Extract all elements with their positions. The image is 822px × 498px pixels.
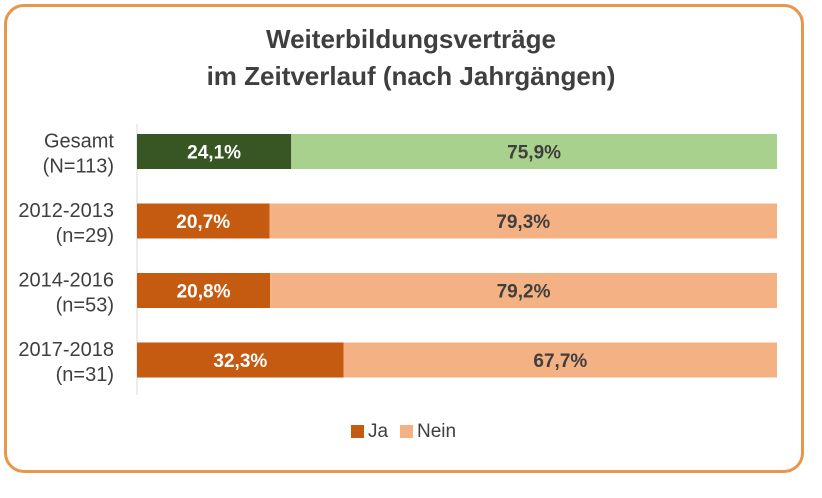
data-label: 20,7% (176, 212, 230, 233)
bar-nein (343, 342, 777, 378)
data-label: 79,2% (497, 282, 551, 303)
legend-swatch-nein (400, 425, 413, 438)
category-label: 2012-2013 (n=29) (18, 200, 114, 247)
bar-ja (137, 273, 271, 308)
bar-nein (269, 203, 777, 239)
data-label: 32,3% (213, 351, 267, 372)
data-label: 67,7% (533, 351, 587, 372)
bar-nein (270, 273, 777, 308)
data-label: 24,1% (187, 143, 241, 164)
category-label: 2017-2018 (n=31) (18, 339, 114, 386)
bar-ja (137, 134, 292, 169)
data-label: 20,8% (177, 282, 231, 303)
data-label: 75,9% (507, 143, 561, 164)
bar-nein (291, 134, 777, 169)
category-label: Gesamt (N=113) (43, 131, 115, 178)
bar-ja (137, 203, 270, 239)
legend-swatch-ja (351, 425, 364, 438)
category-label: 2014-2016 (n=53) (18, 270, 114, 317)
chart-title-line-1: Weiterbildungsverträge (266, 24, 556, 54)
legend-label-nein: Nein (417, 421, 456, 442)
bar-ja (137, 342, 344, 378)
legend-label-ja: Ja (368, 421, 389, 442)
chart-title-line-2: im Zeitverlauf (nach Jahrgängen) (206, 61, 616, 91)
data-label: 79,3% (496, 212, 550, 233)
